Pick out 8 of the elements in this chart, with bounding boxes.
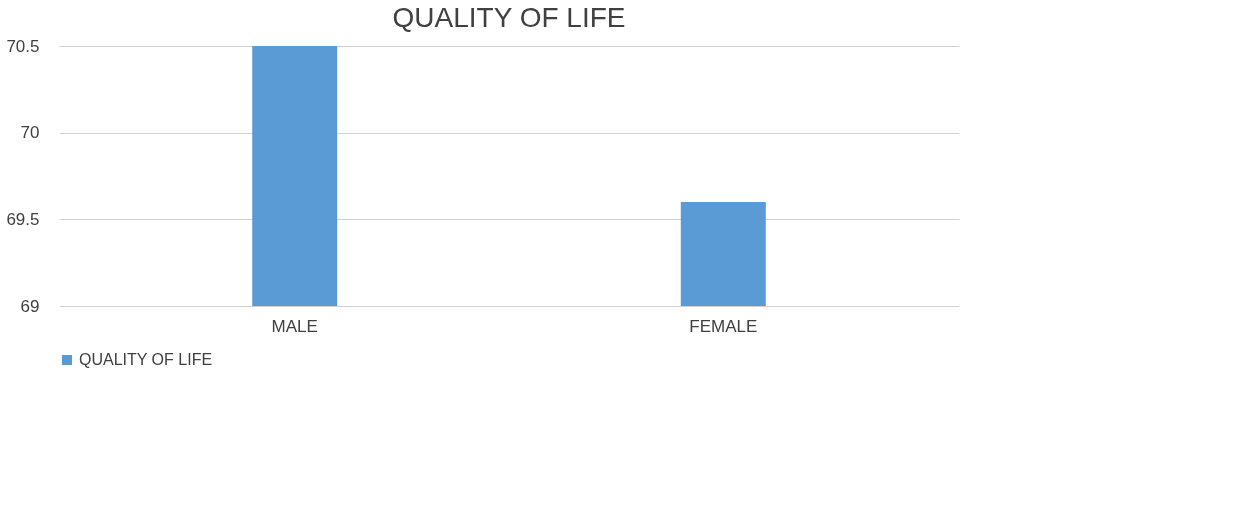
x-tick-label: MALE <box>271 316 318 336</box>
y-tick-label: 69.5 <box>6 209 40 229</box>
y-tick-label: 70 <box>20 123 40 143</box>
x-tick-label: FEMALE <box>689 316 758 336</box>
chart-title: QUALITY OF LIFE <box>392 2 626 33</box>
legend-label: QUALITY OF LIFE <box>79 351 213 368</box>
y-tick-label: 70.5 <box>6 36 40 56</box>
y-tick-label: 69 <box>20 296 40 316</box>
